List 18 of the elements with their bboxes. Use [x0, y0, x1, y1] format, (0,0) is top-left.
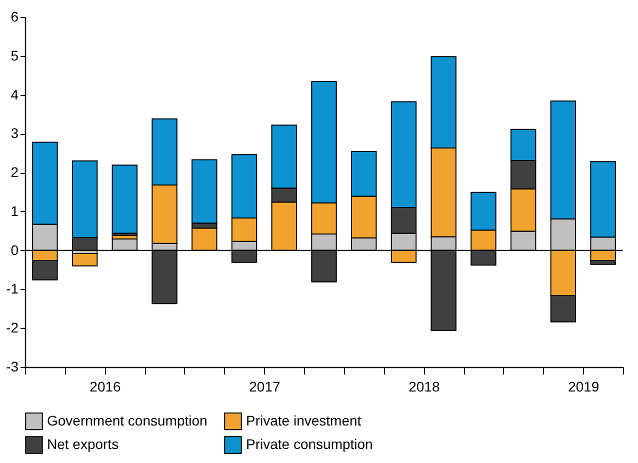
y-tick-label: 0 — [10, 242, 19, 258]
y-tick-label: 3 — [10, 125, 19, 142]
x-tick-label: 2016 — [90, 378, 122, 394]
y-tick-label: -3 — [6, 358, 19, 374]
legend-label: Private investment — [246, 412, 362, 428]
x-tick-label: 2018 — [408, 378, 440, 394]
y-tick-label: 2 — [10, 164, 19, 180]
legend-label: Net exports — [47, 436, 119, 452]
legend-label: Private consumption — [246, 436, 373, 452]
y-tick-label: 5 — [10, 47, 19, 64]
x-tick-label: 2017 — [249, 378, 280, 394]
y-tick-label: 4 — [10, 86, 19, 102]
x-tick-label: 2019 — [568, 378, 600, 394]
legend-label: Government consumption — [47, 412, 208, 428]
y-tick-label: -2 — [6, 320, 19, 336]
y-tick-label: -1 — [6, 280, 19, 297]
y-tick-label: 6 — [10, 8, 19, 24]
y-tick-label: 1 — [10, 202, 19, 219]
